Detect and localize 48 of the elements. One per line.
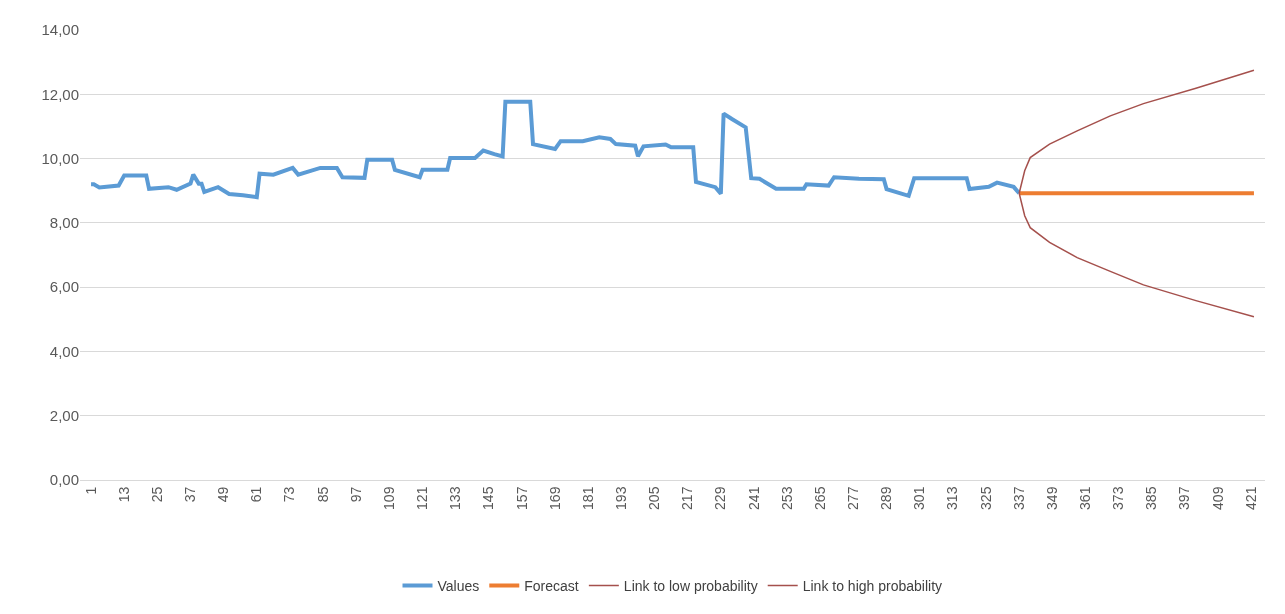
legend-label: Link to low probability xyxy=(623,578,758,595)
x-tick-label: 193 xyxy=(612,486,629,510)
x-tick-label: 301 xyxy=(911,486,928,510)
legend-label: Link to high probability xyxy=(802,578,943,595)
x-tick-label: 145 xyxy=(480,486,497,510)
y-tick-label: 12,00 xyxy=(41,85,79,103)
x-tick-label: 157 xyxy=(513,486,530,510)
x-tick-label: 85 xyxy=(314,486,331,503)
y-tick-label: 2,00 xyxy=(49,406,79,424)
x-tick-label: 265 xyxy=(811,486,828,510)
x-tick-label: 361 xyxy=(1077,486,1093,510)
x-tick-label: 229 xyxy=(712,486,729,510)
y-tick-label: 0,00 xyxy=(49,471,79,489)
x-tick-label: 97 xyxy=(347,486,364,503)
x-tick-label: 37 xyxy=(182,486,199,503)
x-tick-label: 349 xyxy=(1043,486,1060,510)
x-tick-label: 409 xyxy=(1209,486,1226,510)
x-tick-label: 73 xyxy=(281,486,298,503)
x-tick-label: 241 xyxy=(745,486,762,510)
x-tick-label: 277 xyxy=(844,486,861,510)
x-tick-label: 61 xyxy=(248,486,265,503)
x-tick-label: 109 xyxy=(380,486,397,510)
x-tick-label: 133 xyxy=(447,486,464,510)
x-tick-label: 421 xyxy=(1242,486,1259,510)
x-tick-label: 13 xyxy=(115,486,132,503)
x-tick-label: 181 xyxy=(579,486,596,510)
x-tick-label: 385 xyxy=(1143,486,1160,510)
y-tick-label: 6,00 xyxy=(49,278,79,296)
x-tick-label: 289 xyxy=(878,486,895,510)
x-tick-label: 337 xyxy=(1010,486,1027,510)
x-tick-label: 313 xyxy=(944,486,961,510)
x-tick-label: 25 xyxy=(148,486,165,503)
x-tick-label: 121 xyxy=(414,486,431,510)
y-tick-label: 4,00 xyxy=(49,342,79,360)
x-tick-label: 169 xyxy=(546,486,563,510)
x-tick-label: 1 xyxy=(82,486,99,495)
y-tick-label: 10,00 xyxy=(41,149,79,167)
x-tick-label: 397 xyxy=(1176,486,1193,510)
x-tick-label: 49 xyxy=(215,486,232,503)
x-tick-label: 217 xyxy=(679,486,696,510)
legend-label: Values xyxy=(437,578,480,595)
y-tick-label: 8,00 xyxy=(49,214,79,232)
legend-label: Forecast xyxy=(524,578,579,595)
x-tick-label: 325 xyxy=(977,486,994,510)
y-tick-label: 14,00 xyxy=(41,21,79,39)
x-tick-label: 373 xyxy=(1110,486,1127,510)
x-tick-label: 253 xyxy=(778,486,795,510)
x-tick-label: 205 xyxy=(646,486,663,510)
